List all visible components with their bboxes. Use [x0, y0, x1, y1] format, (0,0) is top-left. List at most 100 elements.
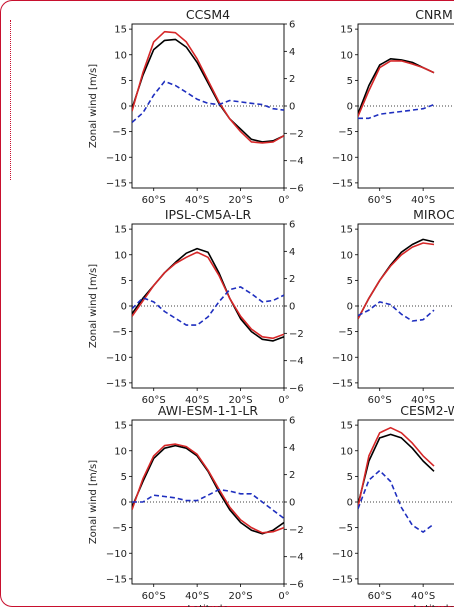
x-tick-label: 40°S [411, 195, 435, 206]
y-axis-label: Zonal wind [m/s] [88, 264, 99, 348]
series-red-line [132, 30, 284, 144]
y2-tick-label: 0 [289, 302, 295, 313]
y-tick-label: 10 [340, 250, 353, 261]
y-tick-label: −10 [332, 153, 353, 164]
y2-tick-label: 2 [289, 74, 295, 85]
panel-title: IPSL-CM5A-LR [165, 207, 252, 222]
series-black-line [358, 433, 435, 505]
x-tick-label: 20°S [229, 195, 253, 206]
y-tick-label: 15 [114, 25, 127, 36]
y2-tick-label: −4 [289, 552, 304, 563]
x-tick-label: 60°S [142, 591, 166, 602]
y2-tick-label: 2 [289, 470, 295, 481]
y-tick-label: 15 [114, 421, 127, 432]
x-axis-label: Latitude [187, 604, 228, 607]
series-blue-dashed-line [132, 488, 284, 520]
y-tick-label: −5 [338, 523, 353, 534]
y-tick-label: −10 [106, 549, 127, 560]
x-tick-label: 20°S [229, 591, 253, 602]
y2-tick-label: −4 [289, 356, 304, 367]
series-blue-dashed-line [358, 469, 435, 533]
series-blue-dashed-line [132, 286, 284, 326]
y-tick-label: −15 [332, 574, 353, 585]
y2-tick-label: −6 [289, 580, 304, 591]
y2-tick-label: 6 [289, 220, 295, 231]
y-tick-label: 0 [121, 498, 127, 509]
series-red-line [358, 426, 435, 508]
series-red-line [358, 242, 435, 320]
x-tick-label: 40°S [411, 591, 435, 602]
y2-tick-label: 6 [289, 20, 295, 31]
y-tick-label: 5 [347, 276, 353, 287]
y-tick-label: 10 [114, 446, 127, 457]
y-tick-label: 10 [340, 50, 353, 61]
y-tick-label: −15 [106, 178, 127, 189]
y2-tick-label: −2 [289, 329, 304, 340]
y-tick-label: 15 [114, 225, 127, 236]
y-tick-label: −10 [332, 353, 353, 364]
dotted-guide-line [10, 20, 11, 180]
y-tick-label: 5 [121, 276, 127, 287]
y2-tick-label: 0 [289, 102, 295, 113]
panel-3: IPSL-CM5A-LR 15 10 5 0 −5 −10 −15 6 4 2 0 −2 −4 −6 60°S… [88, 207, 304, 406]
x-tick-label: 0° [278, 591, 289, 602]
y2-tick-label: 4 [289, 443, 295, 454]
series-red-line [358, 60, 435, 117]
y-tick-label: 10 [114, 50, 127, 61]
series-black-line [358, 238, 435, 320]
x-tick-label: 60°S [142, 195, 166, 206]
y-tick-label: 10 [114, 250, 127, 261]
y-tick-label: 0 [347, 498, 353, 509]
x-tick-label: 40°S [185, 591, 209, 602]
series-black-line [132, 38, 284, 143]
series-blue-dashed-line [358, 301, 435, 322]
x-tick-label: 40°S [185, 195, 209, 206]
series-black-line [132, 247, 284, 342]
y2-tick-label: −2 [289, 129, 304, 140]
y-tick-label: −10 [106, 353, 127, 364]
x-tick-label: 0° [278, 195, 289, 206]
panel-6: CESM2-WA151050−5−10−1560°S40°S20°S0°Lati… [332, 403, 454, 607]
y-tick-label: −5 [112, 127, 127, 138]
y-tick-label: −5 [112, 523, 127, 534]
y2-tick-label: 6 [289, 416, 295, 427]
y2-tick-label: −2 [289, 525, 304, 536]
x-tick-label: 60°S [368, 195, 392, 206]
y-tick-label: −15 [332, 178, 353, 189]
y-tick-label: 15 [340, 421, 353, 432]
panel-1: CCSM4 15 10 5 0 −5 −10 −15 6 4 2 0 −2 −4 −6 60°S 40°S 20°… [88, 7, 304, 206]
y2-tick-label: 4 [289, 47, 295, 58]
y2-tick-label: 2 [289, 274, 295, 285]
x-tick-label: 0° [278, 395, 289, 406]
y-tick-label: 5 [121, 472, 127, 483]
x-tick-label: 40°S [185, 395, 209, 406]
y-tick-label: −15 [106, 574, 127, 585]
x-tick-label: 60°S [368, 591, 392, 602]
y2-tick-label: −4 [289, 156, 304, 167]
y-tick-label: −5 [112, 327, 127, 338]
series-blue-dashed-line [358, 103, 435, 120]
series-red-line [132, 443, 284, 534]
y-tick-label: 5 [347, 76, 353, 87]
panel-title: MIROC [413, 207, 454, 222]
y-axis-label: Zonal wind [m/s] [88, 64, 99, 148]
x-tick-label: 60°S [142, 395, 166, 406]
series-black-line [132, 444, 284, 535]
x-tick-label: 40°S [411, 395, 435, 406]
y-tick-label: −15 [106, 378, 127, 389]
x-axis-label: Latitude [413, 604, 454, 607]
y-tick-label: 0 [121, 302, 127, 313]
y-tick-label: 15 [340, 225, 353, 236]
x-tick-label: 20°S [229, 395, 253, 406]
panel-title: AWI-ESM-1-1-LR [158, 403, 258, 418]
panel-title: CCSM4 [186, 7, 230, 22]
series-red-line [132, 251, 284, 340]
panel-title: CESM2-WA [400, 403, 454, 418]
series-blue-dashed-line [132, 80, 284, 124]
y-tick-label: −5 [338, 127, 353, 138]
y-tick-label: 5 [347, 472, 353, 483]
y-tick-label: −15 [332, 378, 353, 389]
x-tick-label: 60°S [368, 395, 392, 406]
